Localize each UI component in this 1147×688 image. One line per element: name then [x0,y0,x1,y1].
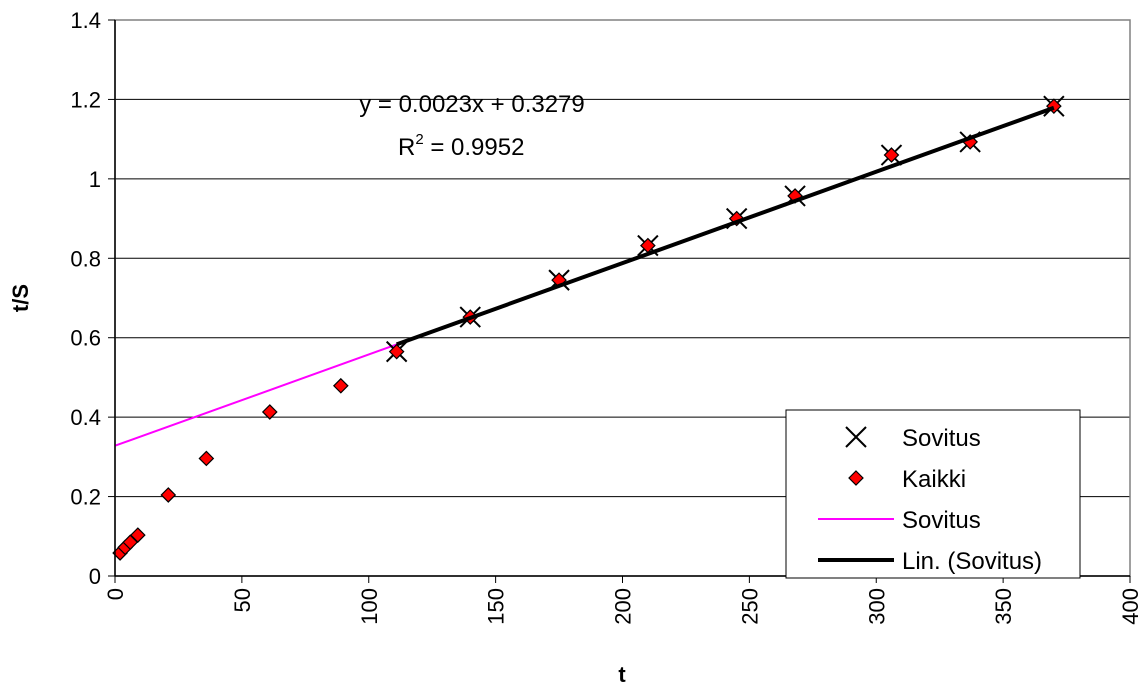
y-tick-label: 1.2 [70,87,101,112]
legend-symbol-kaikki [848,470,864,486]
x-tick-label: 250 [737,588,762,625]
x-tick-label: 300 [864,588,889,625]
x-tick-label: 350 [991,588,1016,625]
x-tick-label: 0 [103,588,128,600]
kaikki-point [129,527,146,543]
x-tick-label: 150 [484,588,509,625]
y-tick-label: 0.4 [70,405,101,430]
x-tick-label: 50 [230,588,255,612]
kaikki-point [160,487,177,503]
series-sovitus-line [114,343,398,447]
tick-labels: 0 0.2 0.4 0.6 0.8 1 1.2 1.4 0 50 100 150 200 250 300 35… [70,8,1143,625]
r-squared-value: = 0.9952 [424,134,525,161]
y-tick-label: 0.6 [70,326,101,351]
y-tick-label: 1.4 [70,8,101,33]
x-tick-label: 400 [1118,588,1143,625]
x-axis-title: t [618,662,626,687]
trendline [395,105,1055,347]
r-squared-prefix: R [398,134,415,161]
y-tick-label: 0 [89,564,101,589]
kaikki-point [261,404,278,420]
equation-text: y = 0.0023x + 0.3279 [359,91,585,118]
legend-label-sovitus-line: Sovitus [902,507,981,534]
x-tick-label: 200 [611,588,636,625]
legend-symbol-sovitus-x [845,426,867,448]
trendline-equation: y = 0.0023x + 0.3279 R2 = 0.9952 [359,91,585,161]
legend: Sovitus Kaikki Sovitus Lin. (Sovitus) [785,409,1081,579]
legend-label-kaikki: Kaikki [902,466,966,493]
legend-label-sovitus-x: Sovitus [902,425,981,452]
y-axis-title: t/S [8,284,33,312]
series-layer [112,95,1065,561]
kaikki-point [883,147,900,163]
kaikki-point [198,450,215,467]
kaikki-point [388,343,405,360]
legend-box [785,409,1081,579]
y-tick-label: 0.2 [70,485,101,510]
y-tick-label: 1 [89,167,101,192]
r-squared-text: R2 = 0.9952 [398,131,524,161]
y-tick-label: 0.8 [70,246,101,271]
r-squared-superscript: 2 [415,131,423,148]
x-tick-label: 100 [357,588,382,625]
kaikki-point [332,377,349,394]
legend-label-trendline: Lin. (Sovitus) [902,548,1042,575]
